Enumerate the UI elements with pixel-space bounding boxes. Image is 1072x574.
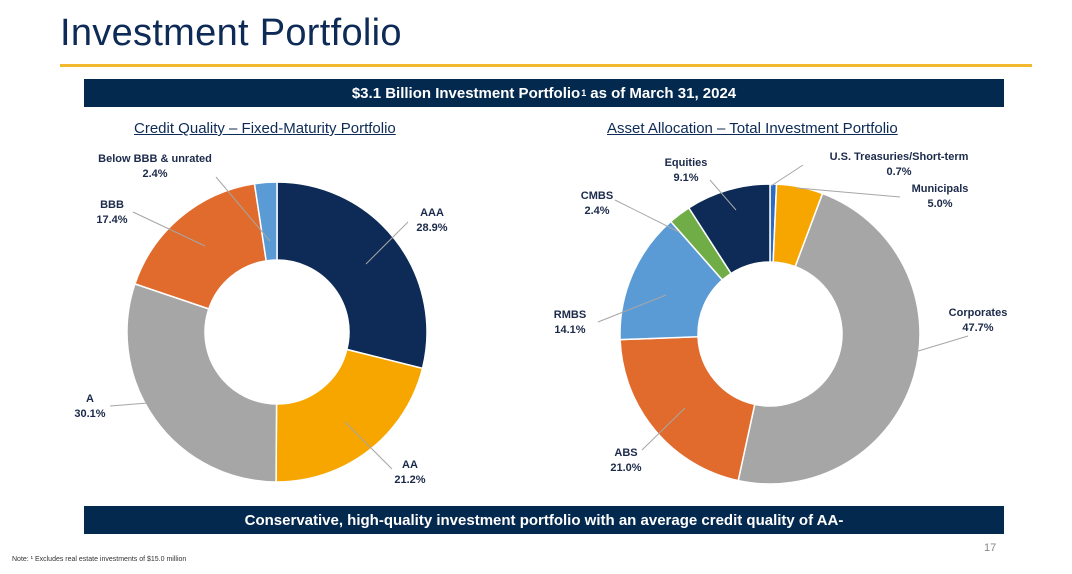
asset-allocation-title: Asset Allocation – Total Investment Port… — [607, 120, 898, 137]
page-title: Investment Portfolio — [60, 12, 402, 54]
allocation-value-u-s-treasuries-short-term: 0.7% — [886, 166, 911, 178]
credit-slice-aa — [275, 348, 424, 483]
credit-value-below-bbb-unrated: 2.4% — [142, 168, 167, 180]
allocation-leader-cmbs — [614, 199, 680, 233]
credit-leader-bbb — [132, 211, 206, 247]
allocation-value-abs: 21.0% — [610, 462, 641, 474]
footnote: Note: ¹ Excludes real estate investments… — [12, 556, 187, 563]
credit-quality-title: Credit Quality – Fixed-Maturity Portfoli… — [134, 120, 396, 137]
credit-label-bbb: BBB — [100, 199, 124, 211]
allocation-leader-equities — [709, 179, 737, 211]
credit-label-below-bbb-unrated: Below BBB & unrated — [98, 153, 212, 165]
footnote-marker: 1 — [581, 88, 587, 98]
allocation-value-municipals: 5.0% — [927, 198, 952, 210]
allocation-leader-corporates — [904, 335, 969, 356]
allocation-slice-corporates — [737, 192, 921, 485]
allocation-label-municipals: Municipals — [912, 183, 969, 195]
allocation-leader-municipals — [796, 187, 901, 198]
allocation-label-rmbs: RMBS — [554, 309, 586, 321]
credit-slice-bbb — [133, 182, 268, 310]
allocation-leader-abs — [641, 407, 686, 451]
allocation-leader-rmbs — [597, 294, 667, 323]
allocation-slice-equities — [687, 183, 771, 275]
allocation-slice-abs — [619, 335, 756, 482]
credit-quality-summary-banner: Conservative, high-quality investment po… — [84, 506, 1004, 534]
portfolio-summary-banner: $3.1 Billion Investment Portfolio 1 as of … — [84, 79, 1004, 107]
allocation-label-corporates: Corporates — [949, 307, 1008, 319]
credit-value-aa: 21.2% — [394, 474, 425, 486]
allocation-value-cmbs: 2.4% — [584, 205, 609, 217]
banner-date-text: as of March 31, 2024 — [590, 84, 737, 102]
credit-label-a: A — [86, 393, 94, 405]
credit-value-a: 30.1% — [74, 408, 105, 420]
credit-slice-below-bbb-unrated — [253, 181, 278, 262]
page-number: 17 — [984, 542, 997, 554]
allocation-label-u-s-treasuries-short-term: U.S. Treasuries/Short-term — [830, 151, 969, 163]
banner-main-text: $3.1 Billion Investment Portfolio — [351, 84, 581, 102]
credit-slice-a — [126, 282, 278, 483]
credit-leader-a — [109, 402, 149, 407]
title-underline — [60, 64, 1032, 67]
allocation-value-rmbs: 14.1% — [554, 324, 585, 336]
allocation-value-corporates: 47.7% — [962, 322, 993, 334]
credit-slice-aaa — [276, 181, 428, 370]
allocation-label-cmbs: CMBS — [581, 190, 613, 202]
credit-leader-below-bbb-unrated — [215, 176, 271, 242]
allocation-leader-u-s-treasuries-short-term — [770, 164, 804, 187]
allocation-value-equities: 9.1% — [673, 172, 698, 184]
credit-value-bbb: 17.4% — [96, 214, 127, 226]
credit-leader-aaa — [365, 221, 409, 265]
credit-leader-aa — [344, 421, 393, 470]
credit-label-aa: AA — [402, 459, 418, 471]
credit-label-aaa: AAA — [420, 207, 444, 219]
credit-value-aaa: 28.9% — [416, 222, 447, 234]
allocation-label-abs: ABS — [614, 447, 637, 459]
allocation-label-equities: Equities — [665, 157, 708, 169]
